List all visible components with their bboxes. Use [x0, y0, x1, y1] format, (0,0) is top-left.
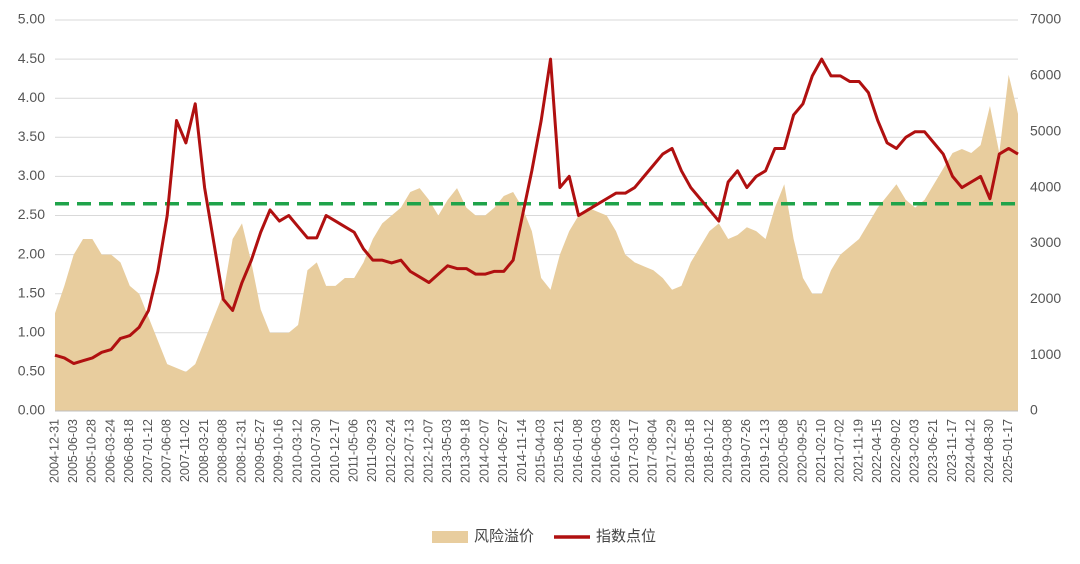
y-tick-label: 0.00 [18, 402, 45, 418]
y-tick-label: 4.50 [18, 50, 45, 66]
x-tick-label: 2006-08-18 [122, 419, 136, 483]
x-tick-label: 2016-01-08 [571, 419, 585, 483]
x-tick-label: 2010-12-17 [328, 419, 342, 483]
x-tick-label: 2021-07-02 [833, 419, 847, 483]
y-tick-label: 0.50 [18, 363, 45, 379]
x-tick-label: 2019-12-13 [758, 419, 772, 483]
x-tick-label: 2025-01-17 [1001, 419, 1015, 483]
y2-tick-label: 2000 [1030, 290, 1061, 306]
x-tick-label: 2017-03-17 [627, 419, 641, 483]
x-tick-label: 2023-02-03 [907, 419, 921, 483]
y-tick-label: 3.00 [18, 167, 45, 183]
x-tick-label: 2007-01-12 [141, 419, 155, 483]
x-tick-label: 2015-04-03 [533, 419, 547, 483]
x-tick-label: 2011-05-06 [346, 419, 360, 482]
x-tick-label: 2014-06-27 [496, 419, 510, 483]
y-tick-label: 4.00 [18, 89, 45, 105]
x-tick-label: 2014-11-14 [515, 419, 529, 482]
x-tick-label: 2019-07-26 [739, 419, 753, 483]
x-tick-label: 2017-12-29 [664, 419, 678, 483]
x-tick-label: 2023-06-21 [926, 419, 940, 483]
x-tick-label: 2014-02-07 [477, 419, 491, 483]
legend-label: 指数点位 [596, 528, 656, 545]
y-tick-label: 3.50 [18, 128, 45, 144]
x-tick-label: 2005-06-03 [66, 419, 80, 483]
x-tick-label: 2007-11-02 [178, 419, 192, 482]
x-tick-label: 2024-04-12 [964, 419, 978, 483]
x-tick-label: 2012-02-24 [384, 419, 398, 483]
y-tick-label: 2.50 [18, 206, 45, 222]
y2-tick-label: 7000 [1030, 11, 1061, 27]
x-tick-label: 2008-03-21 [197, 419, 211, 483]
x-tick-label: 2013-05-03 [440, 419, 454, 483]
x-tick-label: 2007-06-08 [159, 419, 173, 483]
x-tick-label: 2009-05-27 [253, 419, 267, 483]
x-tick-label: 2020-09-25 [795, 419, 809, 483]
y-tick-label: 1.00 [18, 324, 45, 340]
y2-tick-label: 1000 [1030, 346, 1061, 362]
x-tick-label: 2010-03-12 [290, 419, 304, 483]
y2-tick-label: 4000 [1030, 178, 1061, 194]
x-tick-label: 2006-03-24 [103, 419, 117, 483]
x-tick-label: 2021-11-19 [851, 419, 865, 482]
x-tick-label: 2016-06-03 [590, 419, 604, 483]
x-tick-label: 2012-12-07 [421, 419, 435, 483]
x-tick-label: 2021-02-10 [814, 419, 828, 483]
x-tick-label: 2017-08-04 [646, 419, 660, 483]
legend-swatch [432, 531, 468, 543]
line [54, 57, 1019, 366]
x-tick-label: 2018-05-18 [683, 419, 697, 483]
y-tick-label: 2.00 [18, 245, 45, 261]
x-tick-label: 2009-10-16 [272, 419, 286, 483]
x-tick-label: 2012-07-13 [403, 419, 417, 483]
x-tick-label: 2023-11-17 [945, 419, 959, 482]
y2-tick-label: 3000 [1030, 234, 1061, 250]
x-tick-label: 2022-09-02 [889, 419, 903, 483]
legend-label: 风险溢价 [474, 528, 534, 545]
x-tick-label: 2022-04-15 [870, 419, 884, 483]
x-tick-label: 2013-09-18 [459, 419, 473, 483]
area [55, 74, 1018, 412]
x-tick-label: 2008-12-31 [234, 419, 248, 483]
y2-tick-label: 0 [1030, 402, 1038, 418]
x-tick-label: 2019-03-08 [720, 419, 734, 483]
x-tick-label: 2020-05-08 [777, 419, 791, 483]
y2-tick-label: 5000 [1030, 122, 1061, 138]
x-tick-label: 2005-10-28 [85, 419, 99, 483]
y-tick-label: 1.50 [18, 284, 45, 300]
x-tick-label: 2010-07-30 [309, 419, 323, 483]
x-tick-label: 2024-08-30 [982, 419, 996, 483]
x-tick-label: 2004-12-31 [47, 419, 61, 483]
x-tick-label: 2011-09-23 [365, 419, 379, 482]
x-tick-label: 2008-08-08 [216, 419, 230, 483]
y-tick-label: 5.00 [18, 11, 45, 27]
y2-tick-label: 6000 [1030, 67, 1061, 83]
x-tick-label: 2016-10-28 [608, 419, 622, 483]
x-tick-label: 2018-10-12 [702, 419, 716, 483]
x-tick-label: 2015-08-21 [552, 419, 566, 483]
